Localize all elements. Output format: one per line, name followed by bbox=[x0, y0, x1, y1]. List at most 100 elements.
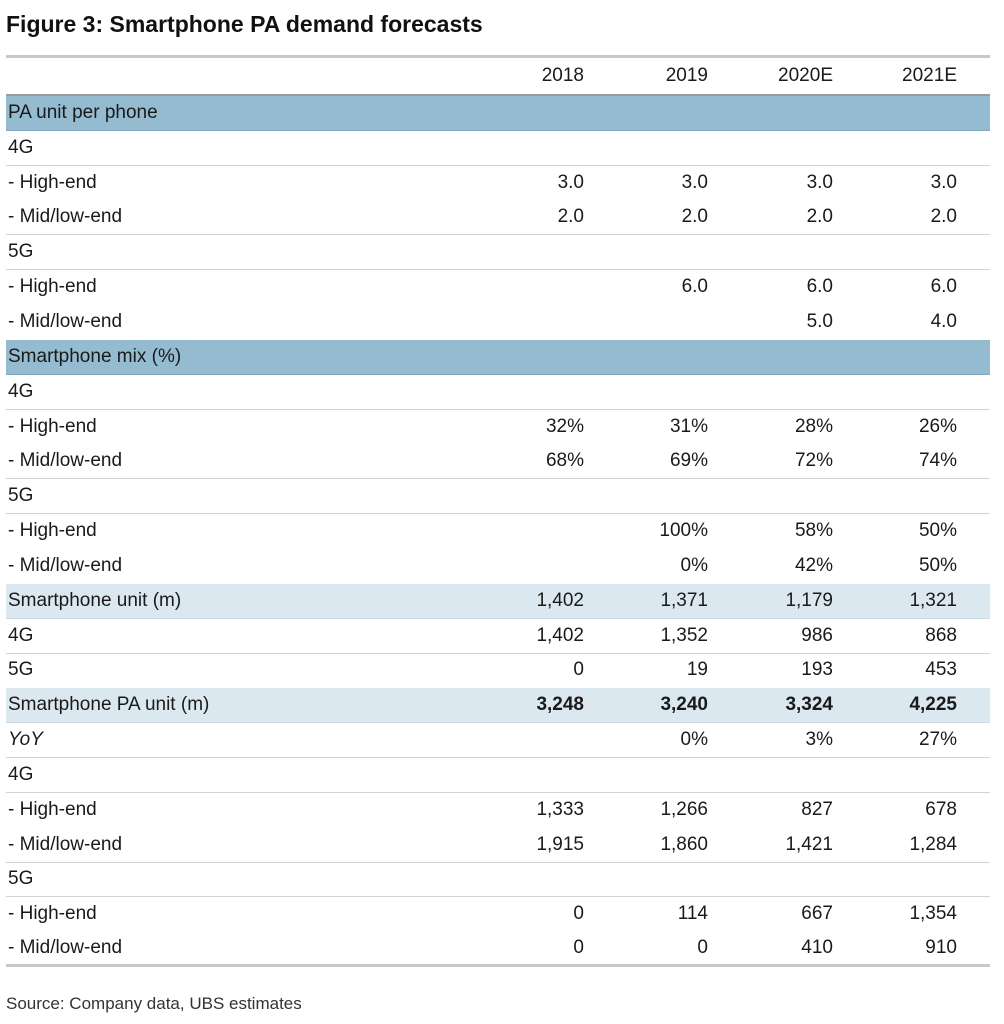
row-label: 5G bbox=[8, 241, 34, 263]
row-label: 4G bbox=[8, 624, 34, 646]
table-cell: 3,240 bbox=[660, 694, 708, 716]
row-label: - High-end bbox=[8, 903, 97, 925]
table-cell bbox=[474, 270, 584, 304]
table-row: - High-end 1,333 1,266 827 678 bbox=[6, 793, 990, 828]
table-cell: 6.0 bbox=[806, 276, 833, 298]
table-cell bbox=[598, 863, 708, 897]
table-row: 4G 1,402 1,352 986 868 bbox=[6, 619, 990, 654]
row-label: - Mid/low-end bbox=[8, 450, 123, 472]
table-row: - Mid/low-end 0 0 410 910 bbox=[6, 932, 990, 968]
row-label: - High-end bbox=[8, 415, 97, 437]
table-cell: 100% bbox=[659, 520, 708, 542]
table-cell bbox=[474, 758, 584, 792]
table-cell bbox=[474, 96, 584, 130]
table-cell: 2.0 bbox=[681, 206, 708, 228]
table-cell bbox=[598, 375, 708, 409]
table-cell: 986 bbox=[801, 624, 833, 646]
table-cell: 1,266 bbox=[660, 798, 708, 820]
table-row: 5G bbox=[6, 863, 990, 898]
table-cell: 1,421 bbox=[785, 833, 833, 855]
table-row: Smartphone PA unit (m) 3,248 3,240 3,324 4,2… bbox=[6, 688, 990, 724]
table-cell bbox=[723, 235, 833, 269]
table-cell: 3.0 bbox=[806, 171, 833, 193]
section-row: Smartphone mix (%) bbox=[6, 339, 990, 375]
row-label: - High-end bbox=[8, 171, 97, 193]
table-cell: 1,333 bbox=[536, 798, 584, 820]
table-cell bbox=[474, 340, 584, 374]
table-row: - High-end 6.0 6.0 6.0 bbox=[6, 270, 990, 305]
table-cell: 1,402 bbox=[536, 589, 584, 611]
table-row: - Mid/low-end 2.0 2.0 2.0 2.0 bbox=[6, 201, 990, 236]
table-cell bbox=[723, 96, 833, 130]
row-label: 4G bbox=[8, 136, 34, 158]
row-label: 4G bbox=[8, 763, 34, 785]
table-cell bbox=[723, 758, 833, 792]
table-cell: 3.0 bbox=[557, 171, 584, 193]
table-row: - Mid/low-end 5.0 4.0 bbox=[6, 305, 990, 340]
table-cell bbox=[847, 96, 957, 130]
table-cell: 42% bbox=[794, 554, 833, 576]
table-cell bbox=[598, 758, 708, 792]
table-row: 4G bbox=[6, 758, 990, 793]
table-cell bbox=[598, 235, 708, 269]
table-cell: 0% bbox=[680, 729, 708, 751]
table-cell: 1,915 bbox=[536, 833, 584, 855]
row-label: - Mid/low-end bbox=[8, 937, 123, 959]
table-cell: 1,402 bbox=[536, 624, 584, 646]
table-cell: 4.0 bbox=[930, 310, 957, 332]
table-cell: 1,371 bbox=[660, 589, 708, 611]
table-cell: 5.0 bbox=[806, 310, 833, 332]
table-cell: 453 bbox=[925, 659, 957, 681]
table-cell: 2.0 bbox=[806, 206, 833, 228]
row-label: 4G bbox=[8, 380, 34, 402]
table-cell bbox=[474, 514, 584, 548]
table-cell: 27% bbox=[918, 729, 957, 751]
table-row: - Mid/low-end 1,915 1,860 1,421 1,284 bbox=[6, 828, 990, 863]
table-cell: 2.0 bbox=[557, 206, 584, 228]
table-cell bbox=[474, 375, 584, 409]
table-cell bbox=[847, 479, 957, 513]
table-cell bbox=[723, 863, 833, 897]
table-cell bbox=[847, 375, 957, 409]
table-cell: 0 bbox=[697, 937, 708, 959]
table-cell: 72% bbox=[794, 450, 833, 472]
table-cell bbox=[598, 305, 708, 339]
table-cell: 3.0 bbox=[681, 171, 708, 193]
row-label: - Mid/low-end bbox=[8, 310, 123, 332]
row-label: PA unit per phone bbox=[8, 101, 158, 123]
table-cell bbox=[474, 235, 584, 269]
table-cell bbox=[723, 340, 833, 374]
table-cell: 3.0 bbox=[930, 171, 957, 193]
column-header: 2020E bbox=[778, 65, 833, 86]
table-cell bbox=[474, 549, 584, 583]
table-cell bbox=[474, 479, 584, 513]
table-cell bbox=[847, 131, 957, 165]
table-cell bbox=[723, 479, 833, 513]
row-label: - Mid/low-end bbox=[8, 554, 123, 576]
table-cell: 50% bbox=[918, 520, 957, 542]
table-cell: 69% bbox=[669, 450, 708, 472]
table-row: - Mid/low-end 68% 69% 72% 74% bbox=[6, 444, 990, 480]
row-label: 5G bbox=[8, 659, 34, 681]
table-cell: 3,248 bbox=[536, 694, 584, 716]
table-row: - Mid/low-end 0% 42% 50% bbox=[6, 549, 990, 584]
table-row: 5G bbox=[6, 479, 990, 515]
table-cell: 868 bbox=[925, 624, 957, 646]
table-cell: 1,352 bbox=[660, 624, 708, 646]
table-cell: 6.0 bbox=[930, 276, 957, 298]
table-row: 4G bbox=[6, 375, 990, 410]
table-row: Smartphone unit (m) 1,402 1,371 1,179 1,321 bbox=[6, 583, 990, 619]
table-cell: 58% bbox=[794, 520, 833, 542]
table-cell: 0 bbox=[573, 659, 584, 681]
table-cell: 28% bbox=[794, 415, 833, 437]
row-label: YoY bbox=[8, 729, 43, 751]
column-header: 2018 bbox=[541, 65, 584, 86]
table-cell: 26% bbox=[918, 415, 957, 437]
table-cell: 667 bbox=[801, 903, 833, 925]
table-cell bbox=[723, 131, 833, 165]
table-cell: 910 bbox=[925, 937, 957, 959]
table-cell: 4,225 bbox=[909, 694, 957, 716]
row-label: - High-end bbox=[8, 520, 97, 542]
table-cell: 32% bbox=[545, 415, 584, 437]
row-label: - High-end bbox=[8, 276, 97, 298]
